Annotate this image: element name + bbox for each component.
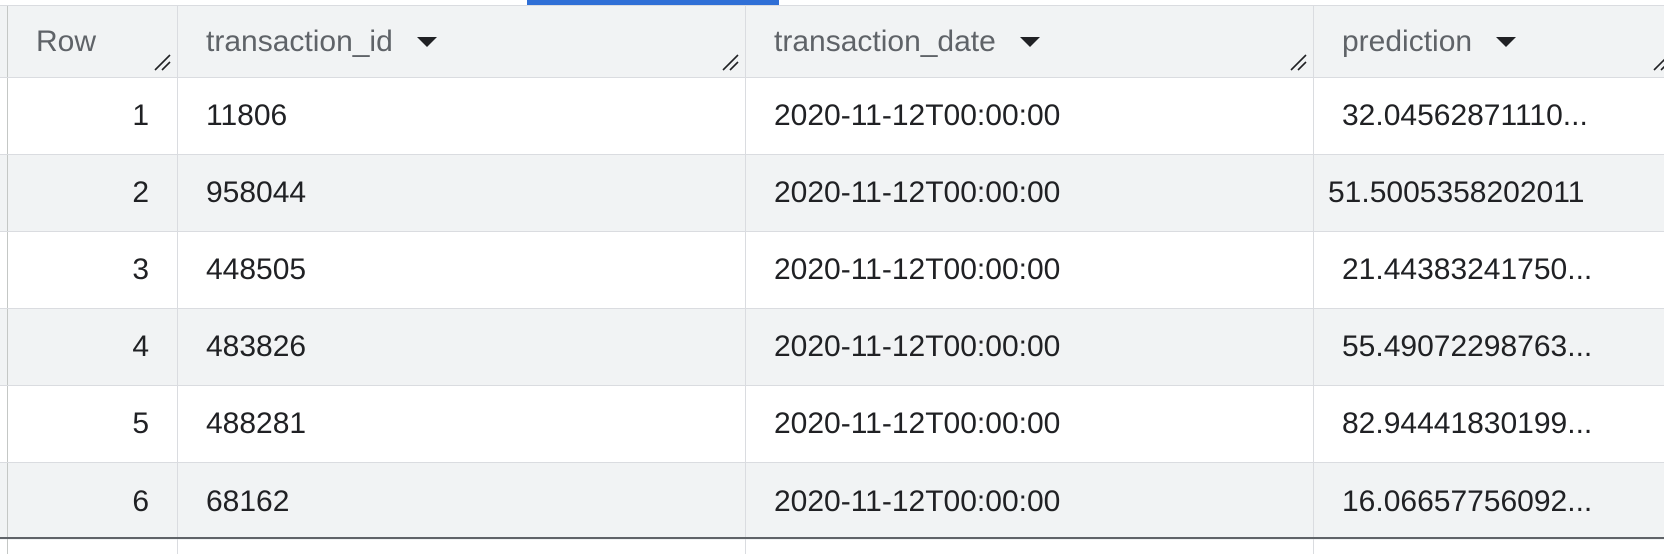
transaction-id-cell[interactable]: 958044 bbox=[178, 155, 746, 231]
column-resize-handle-icon[interactable] bbox=[1289, 53, 1307, 71]
transaction-date-cell[interactable]: 2020-11-12T00:00:00 bbox=[746, 386, 1314, 462]
row-number-cell: 4 bbox=[8, 309, 178, 385]
table-row[interactable]: 6 68162 2020-11-12T00:00:00 16.066577560… bbox=[0, 463, 1664, 540]
table-left-gutter bbox=[0, 232, 8, 308]
transaction-date-cell[interactable]: 2020-11-12T00:00:00 bbox=[746, 309, 1314, 385]
transaction-date-cell bbox=[746, 539, 1314, 554]
transaction-id-cell[interactable]: 448505 bbox=[178, 232, 746, 308]
transaction-date-cell[interactable]: 2020-11-12T00:00:00 bbox=[746, 463, 1314, 540]
active-tab-indicator bbox=[527, 0, 779, 5]
arrow-drop-down-icon[interactable] bbox=[1019, 36, 1040, 47]
column-header-transaction-date[interactable]: transaction_date bbox=[746, 6, 1314, 77]
row-number-cell: 6 bbox=[8, 463, 178, 540]
prediction-cell[interactable]: 21.44383241750... bbox=[1342, 253, 1593, 286]
prediction-cell[interactable]: 82.94441830199... bbox=[1342, 407, 1593, 440]
column-header-prediction-label: prediction bbox=[1342, 24, 1473, 58]
row-number-cell: 1 bbox=[8, 78, 178, 154]
column-header-transaction-id[interactable]: transaction_id bbox=[178, 6, 746, 77]
column-header-transaction-date-label: transaction_date bbox=[774, 24, 996, 58]
arrow-drop-down-icon[interactable] bbox=[1496, 36, 1517, 47]
transaction-id-cell[interactable]: 488281 bbox=[178, 386, 746, 462]
table-row[interactable]: 5 488281 2020-11-12T00:00:00 82.94441830… bbox=[0, 386, 1664, 463]
table-left-gutter bbox=[0, 6, 8, 77]
prediction-cell[interactable]: 16.06657756092... bbox=[1342, 484, 1593, 518]
table-left-gutter bbox=[0, 78, 8, 154]
table-left-gutter bbox=[0, 309, 8, 385]
panel-top-border bbox=[0, 5, 1664, 6]
partial-table-row bbox=[0, 539, 1664, 554]
row-number-cell bbox=[8, 539, 178, 554]
column-resize-handle-icon[interactable] bbox=[153, 53, 171, 71]
table-left-gutter bbox=[0, 155, 8, 231]
transaction-id-cell[interactable]: 11806 bbox=[178, 78, 746, 154]
table-left-gutter bbox=[0, 386, 8, 462]
column-header-row-label: Row bbox=[36, 24, 97, 58]
row-number-cell: 3 bbox=[8, 232, 178, 308]
table-left-gutter bbox=[0, 463, 8, 540]
table-bottom-divider bbox=[0, 537, 1664, 539]
transaction-id-cell[interactable]: 68162 bbox=[178, 463, 746, 540]
column-resize-handle-icon[interactable] bbox=[1652, 53, 1664, 71]
row-number-cell: 2 bbox=[8, 155, 178, 231]
transaction-date-cell[interactable]: 2020-11-12T00:00:00 bbox=[746, 78, 1314, 154]
prediction-cell[interactable]: 51.5005358202011 bbox=[1328, 176, 1585, 209]
transaction-date-cell[interactable]: 2020-11-12T00:00:00 bbox=[746, 232, 1314, 308]
table-row[interactable]: 4 483826 2020-11-12T00:00:00 55.49072298… bbox=[0, 309, 1664, 386]
transaction-id-cell bbox=[178, 539, 746, 554]
transaction-id-cell[interactable]: 483826 bbox=[178, 309, 746, 385]
table-row[interactable]: 1 11806 2020-11-12T00:00:00 32.045628711… bbox=[0, 78, 1664, 155]
table-row[interactable]: 3 448505 2020-11-12T00:00:00 21.44383241… bbox=[0, 232, 1664, 309]
table-header-row: Row transaction_id transaction_date bbox=[0, 6, 1664, 78]
results-table: Row transaction_id transaction_date bbox=[0, 6, 1664, 540]
column-header-transaction-id-label: transaction_id bbox=[206, 24, 393, 58]
prediction-cell[interactable]: 32.04562871110... bbox=[1342, 99, 1588, 132]
prediction-cell bbox=[1314, 539, 1664, 554]
column-resize-handle-icon[interactable] bbox=[721, 53, 739, 71]
arrow-drop-down-icon[interactable] bbox=[416, 36, 437, 47]
column-header-prediction[interactable]: prediction bbox=[1314, 6, 1664, 77]
column-header-row: Row bbox=[8, 6, 178, 77]
table-row[interactable]: 2 958044 2020-11-12T00:00:00 51.50053582… bbox=[0, 155, 1664, 232]
transaction-date-cell[interactable]: 2020-11-12T00:00:00 bbox=[746, 155, 1314, 231]
table-left-gutter bbox=[0, 539, 8, 554]
row-number-cell: 5 bbox=[8, 386, 178, 462]
prediction-cell[interactable]: 55.49072298763... bbox=[1342, 330, 1593, 363]
